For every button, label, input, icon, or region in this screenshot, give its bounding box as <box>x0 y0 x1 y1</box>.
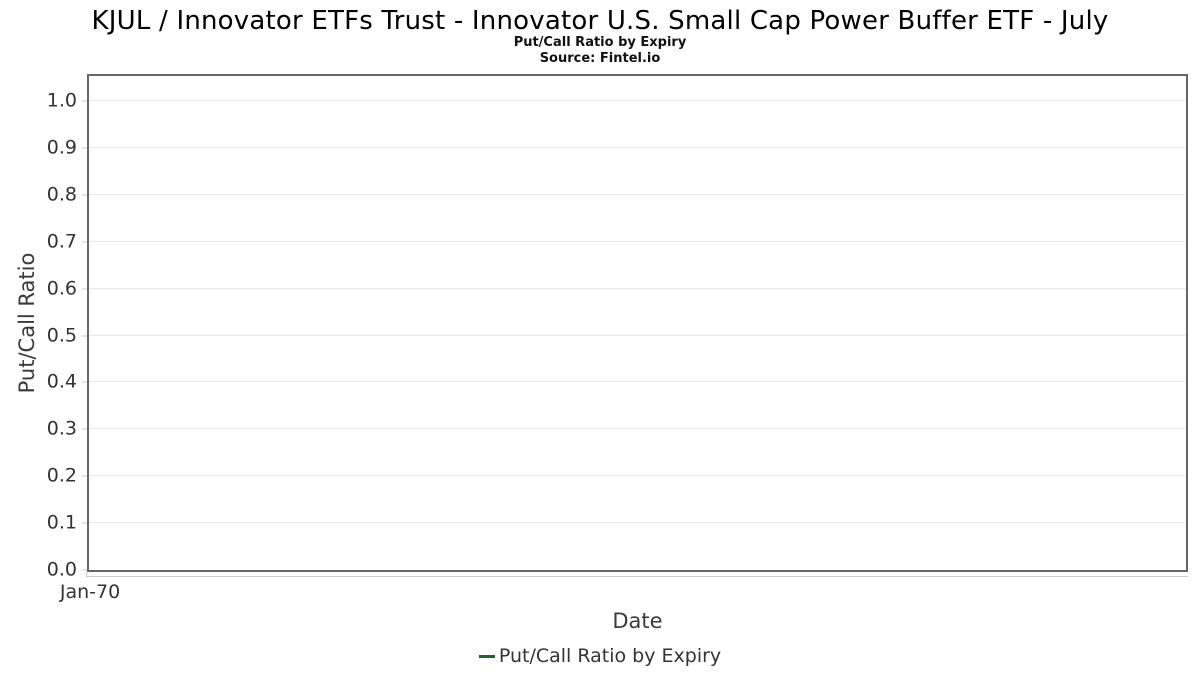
y-tick-mark <box>82 522 87 524</box>
gridline <box>89 475 1186 477</box>
y-axis-ticks: 0.0 0.1 0.2 0.3 0.4 0.5 0.6 0.7 0.8 0.9 1.0 <box>0 74 87 579</box>
legend: Put/Call Ratio by Expiry <box>0 646 1200 667</box>
y-tick-mark <box>82 100 87 102</box>
y-tick-label: 0.6 <box>46 277 77 300</box>
chart-title: KJUL / Innovator ETFs Trust - Innovator … <box>91 6 1109 36</box>
chart-source-credit: Source: Fintel.io <box>539 51 661 66</box>
chart-subtitle: Put/Call Ratio by Expiry <box>513 35 687 50</box>
y-tick-label: 0.3 <box>46 417 77 440</box>
y-tick-label: 1.0 <box>46 89 77 112</box>
y-tick-mark <box>82 288 87 290</box>
gridline <box>89 240 1186 242</box>
x-tick-mark <box>86 572 87 577</box>
plot-area <box>87 74 1188 572</box>
y-tick-label: 0.4 <box>46 370 77 393</box>
y-tick-mark <box>82 241 87 243</box>
gridline <box>89 193 1186 195</box>
gridline <box>89 381 1186 383</box>
y-tick-mark <box>82 335 87 336</box>
y-tick-mark <box>82 381 87 383</box>
gridline <box>89 146 1186 148</box>
y-tick-mark <box>82 194 87 196</box>
y-tick-label: 0.9 <box>46 136 77 159</box>
gridline <box>89 287 1186 289</box>
x-tick-label: Jan-70 <box>59 581 121 603</box>
gridline <box>89 334 1186 336</box>
y-tick-mark <box>82 475 87 477</box>
gridline <box>89 100 1186 101</box>
y-tick-label: 0.8 <box>46 183 77 206</box>
legend-line-marker <box>478 654 495 658</box>
y-tick-label: 0.5 <box>46 324 77 346</box>
x-axis-label: Date <box>612 609 663 633</box>
y-tick-mark <box>82 428 87 430</box>
gridline <box>89 428 1186 430</box>
y-tick-label: 0.0 <box>46 558 77 581</box>
y-tick-mark <box>82 569 87 571</box>
x-axis-line <box>87 576 1188 577</box>
y-tick-mark <box>82 147 87 149</box>
y-tick-label: 0.1 <box>46 511 77 534</box>
y-tick-label: 0.2 <box>46 464 77 487</box>
legend-series-label: Put/Call Ratio by Expiry <box>498 645 722 667</box>
y-tick-label: 0.7 <box>46 230 77 253</box>
gridline <box>89 522 1186 524</box>
